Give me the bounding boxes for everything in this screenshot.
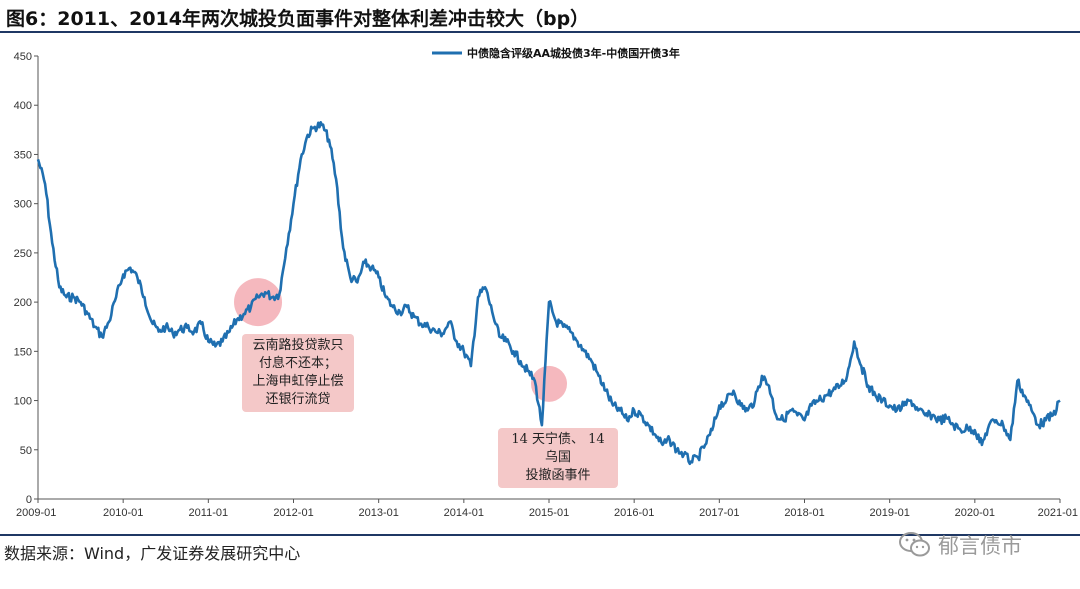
annotation-2011-event: 云南路投贷款只 付息不还本； 上海申虹停止偿 还银行流贷 xyxy=(242,334,354,412)
annotation-line: 上海申虹停止偿 xyxy=(252,374,344,389)
y-tick-label: 300 xyxy=(14,199,32,211)
series-line-0 xyxy=(36,121,1061,466)
annotation-line: 云南路投贷款只 xyxy=(252,338,344,353)
y-tick-label: 50 xyxy=(20,445,32,457)
annotation-line: 付息不还本； xyxy=(258,356,337,371)
x-tick-label: 2012-01 xyxy=(273,507,313,519)
series-layer xyxy=(36,121,1061,466)
annotation-line: 还银行流贷 xyxy=(265,392,331,407)
y-tick-label: 450 xyxy=(14,51,32,63)
source-note: 数据来源：Wind，广发证券发展研究中心 xyxy=(4,544,301,563)
bottom-rule xyxy=(0,534,1080,536)
x-tick-label: 2020-01 xyxy=(955,507,995,519)
wechat-icon xyxy=(899,532,930,557)
x-tick-label: 2019-01 xyxy=(869,507,909,519)
top-rule xyxy=(0,31,1080,33)
x-tick-label: 2011-01 xyxy=(189,507,229,519)
y-tick-label: 400 xyxy=(14,100,32,112)
x-tick-label: 2017-01 xyxy=(699,507,739,519)
annotation-line: 14 天宁债、 14 乌国 xyxy=(511,432,605,465)
event-highlight-2014 xyxy=(531,365,567,402)
legend-label: 中债隐含评级AA城投债3年-中债国开债3年 xyxy=(467,46,680,60)
chart-axes: 0 50 100 150 200 250 300 350 400 450 2009-01 2010-0… xyxy=(14,51,1078,519)
annotation-2014-event: 14 天宁债、 14 乌国 投撤函事件 xyxy=(498,428,618,488)
y-tick-label: 200 xyxy=(14,297,32,309)
watermark-text: 郁言债市 xyxy=(938,534,1022,558)
y-tick-label: 150 xyxy=(14,346,32,358)
x-tick-label: 2009-01 xyxy=(16,507,56,519)
x-tick-label: 2014-01 xyxy=(444,507,484,519)
line-chart: 0 50 100 150 200 250 300 350 400 450 2009-01 2010-0… xyxy=(14,46,1078,519)
x-tick-label: 2010-01 xyxy=(103,507,143,519)
watermark: 郁言债市 xyxy=(898,530,1022,560)
x-tick-label: 2016-01 xyxy=(614,507,654,519)
annotation-line: 投撤函事件 xyxy=(525,468,591,483)
chart-title: 图6：2011、2014年两次城投负面事件对整体利差冲击较大（bp） xyxy=(6,8,590,30)
y-tick-label: 350 xyxy=(14,149,32,161)
y-tick-label: 100 xyxy=(14,396,32,408)
y-tick-label: 250 xyxy=(14,248,32,260)
x-tick-label: 2018-01 xyxy=(784,507,824,519)
x-tick-label: 2021-01 xyxy=(1038,507,1078,519)
legend: 中债隐含评级AA城投债3年-中债国开债3年 xyxy=(432,46,680,60)
x-tick-label: 2015-01 xyxy=(529,507,569,519)
x-tick-label: 2013-01 xyxy=(358,507,398,519)
y-tick-label: 0 xyxy=(26,494,32,506)
